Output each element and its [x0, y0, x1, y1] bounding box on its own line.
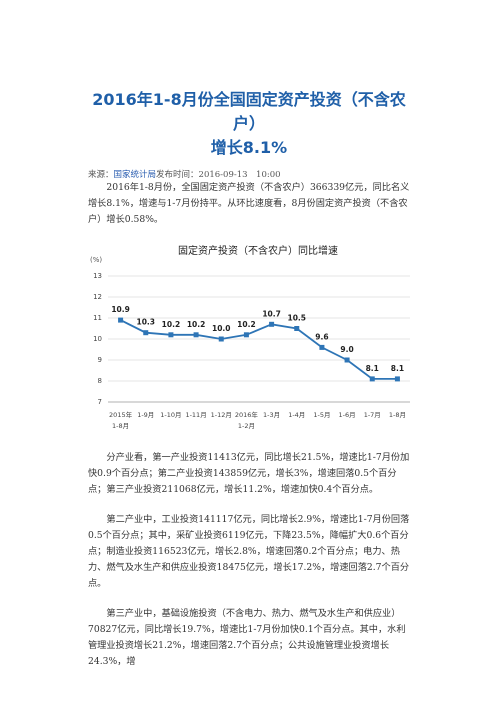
- value-label: 10.9: [111, 305, 130, 314]
- title-line: 增长8.1%: [210, 138, 288, 157]
- y-tick-label: 7: [98, 398, 102, 406]
- y-tick-label: 11: [93, 314, 102, 322]
- paragraph: 第三产业中，基础设施投资（不含电力、热力、燃气及水生产和供应业）70827亿元，…: [88, 608, 406, 667]
- y-tick-label: 9: [98, 356, 102, 364]
- marker: [168, 332, 174, 338]
- paragraph: 分产业看，第一产业投资11413亿元，同比增长21.5%，增速比1-7月份加快0…: [88, 452, 410, 495]
- x-tick-label: 1-9月: [137, 411, 154, 419]
- marker: [143, 330, 149, 336]
- title-line: 2016年1-8月份全国固定资产投资（不含农户）: [92, 90, 406, 133]
- marker: [344, 357, 350, 363]
- marker: [369, 376, 375, 382]
- x-tick-label: 1-8月: [389, 411, 406, 419]
- x-tick-label: 2016年 1-2月: [235, 410, 259, 430]
- marker: [243, 332, 249, 338]
- value-label: 8.1: [391, 364, 404, 373]
- x-tick-label: 1-7月: [364, 411, 381, 419]
- value-label: 8.1: [366, 364, 379, 373]
- marker: [319, 344, 325, 350]
- marker: [394, 376, 400, 382]
- x-tick-label: 2015年 1-8月: [109, 410, 133, 430]
- source-link[interactable]: 国家统计局: [113, 170, 157, 180]
- value-label: 9.0: [340, 345, 353, 354]
- value-label: 10.3: [136, 318, 155, 327]
- document: 2016年1-8月份全国固定资产投资（不含农户） 增长8.1% 来源：国家统计局发…: [88, 88, 410, 670]
- x-tick-label: 1-4月: [288, 411, 305, 419]
- meta: 来源：国家统计局发布时间：2016-09-13 10:00: [88, 168, 410, 180]
- line: [120, 319, 398, 380]
- y-tick-label: 12: [93, 293, 102, 301]
- x-tick-label: 1-5月: [313, 411, 330, 419]
- value-label: 10.5: [287, 314, 306, 323]
- title: 2016年1-8月份全国固定资产投资（不含农户） 增长8.1%: [88, 88, 410, 160]
- marker: [269, 321, 275, 327]
- value-label: 10.7: [262, 309, 281, 318]
- x-tick-label: 1-10月: [160, 411, 181, 419]
- y-tick-label: 8: [98, 377, 102, 385]
- value-label: 10.2: [162, 320, 181, 329]
- chart-title: 固定资产投资（不含农户）同比增速: [178, 244, 338, 257]
- y-tick-label: 13: [93, 272, 102, 280]
- published: 发布时间：2016-09-13 10:00: [156, 170, 281, 180]
- value-label: 9.6: [315, 332, 328, 341]
- paragraph: 第二产业中，工业投资141117亿元，同比增长2.9%，增速比1-7月份回落0.…: [88, 514, 410, 589]
- y-axis-label: (%): [90, 256, 102, 264]
- x-tick-label: 1-6月: [339, 411, 356, 419]
- value-label: 10.2: [187, 320, 206, 329]
- x-tick-label: 1-3月: [263, 411, 280, 419]
- source-label: 来源：: [88, 170, 114, 180]
- value-label: 10.2: [237, 320, 256, 329]
- chart: 固定资产投资（不含农户）同比增速 (%) 7 8 9 10 11 12 13 2015年 1-8…: [90, 244, 410, 430]
- x-tick-label: 1-12月: [211, 411, 232, 419]
- marker: [193, 332, 199, 338]
- x-tick-label: 1-11月: [185, 411, 206, 419]
- value-label: 10.0: [212, 324, 231, 333]
- y-tick-label: 10: [93, 335, 102, 343]
- paragraph: 2016年1-8月份，全国固定资产投资（不含农户）366339亿元，同比名义增长…: [88, 182, 410, 225]
- marker: [218, 336, 224, 342]
- marker: [118, 317, 124, 323]
- marker: [294, 326, 300, 331]
